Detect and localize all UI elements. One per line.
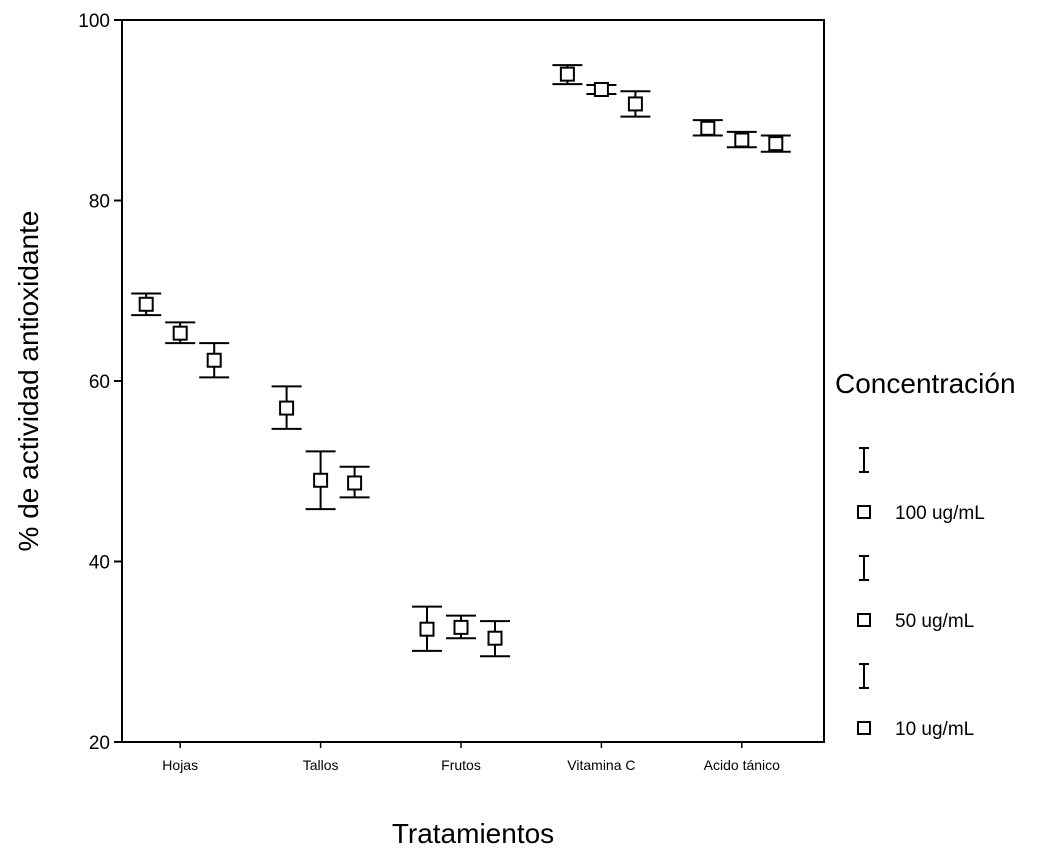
legend-item: 10 ug/mL — [857, 663, 974, 740]
plot-area-frame — [121, 19, 825, 743]
mean-marker — [734, 132, 750, 148]
y-tick-label: 20 — [89, 733, 110, 754]
mean-marker — [279, 400, 295, 416]
error-bar-point — [131, 292, 162, 317]
legend-item: 100 ug/mL — [857, 447, 985, 524]
y-tick-label: 40 — [89, 553, 110, 574]
error-bar-point — [586, 81, 617, 97]
y-tick-label: 100 — [78, 11, 110, 32]
legend-label: 100 ug/mL — [895, 503, 985, 524]
legend-label: 50 ug/mL — [895, 611, 974, 632]
legend-square-marker-icon — [857, 505, 871, 519]
mean-marker — [487, 630, 503, 646]
mean-marker — [206, 352, 222, 368]
error-bar-point — [620, 90, 651, 118]
error-bar-point — [199, 342, 230, 379]
x-category-label: Frutos — [441, 757, 481, 773]
error-bar-point — [726, 130, 757, 149]
x-category-label: Hojas — [162, 757, 198, 773]
error-bar-point — [165, 321, 196, 345]
x-axis: Hojas Tallos Frutos Vitamina C Acido tánico — [162, 742, 780, 773]
x-category-label: Acido tánico — [704, 757, 780, 773]
y-axis: 20 40 60 80 100 — [78, 11, 122, 754]
error-bar-point — [305, 450, 336, 511]
legend-square-marker-icon — [857, 721, 871, 735]
data-marks — [131, 64, 791, 658]
mean-marker — [453, 619, 469, 635]
mean-marker — [347, 475, 363, 491]
error-bar-point — [412, 605, 442, 652]
legend-item: 50 ug/mL — [857, 555, 974, 632]
error-bar-point — [552, 64, 583, 86]
error-bar-point — [692, 119, 723, 137]
error-bar-point — [446, 614, 476, 640]
x-category-label: Vitamina C — [567, 757, 635, 773]
legend-title: Concentración — [835, 368, 1016, 399]
mean-marker — [313, 472, 329, 488]
mean-marker — [700, 120, 716, 136]
mean-marker — [627, 96, 643, 112]
legend-square-marker-icon — [857, 613, 871, 627]
mean-marker — [593, 81, 609, 97]
mean-marker — [172, 325, 188, 341]
legend: 100 ug/mL 50 ug/mL 10 ug/mL — [857, 447, 985, 740]
mean-marker — [419, 621, 435, 637]
error-bar-point — [760, 134, 791, 153]
x-axis-title: Tratamientos — [392, 818, 554, 849]
legend-label: 10 ug/mL — [895, 719, 974, 740]
error-bar-point — [271, 385, 302, 430]
mean-marker — [559, 66, 575, 82]
mean-marker — [138, 296, 154, 312]
mean-marker — [768, 136, 784, 152]
y-tick-label: 60 — [89, 372, 110, 393]
error-bar-point — [480, 620, 510, 658]
error-bar-point — [339, 465, 370, 499]
y-tick-label: 80 — [89, 192, 110, 213]
x-category-label: Tallos — [303, 757, 339, 773]
y-axis-title: % de actividad antioxidante — [13, 211, 44, 552]
